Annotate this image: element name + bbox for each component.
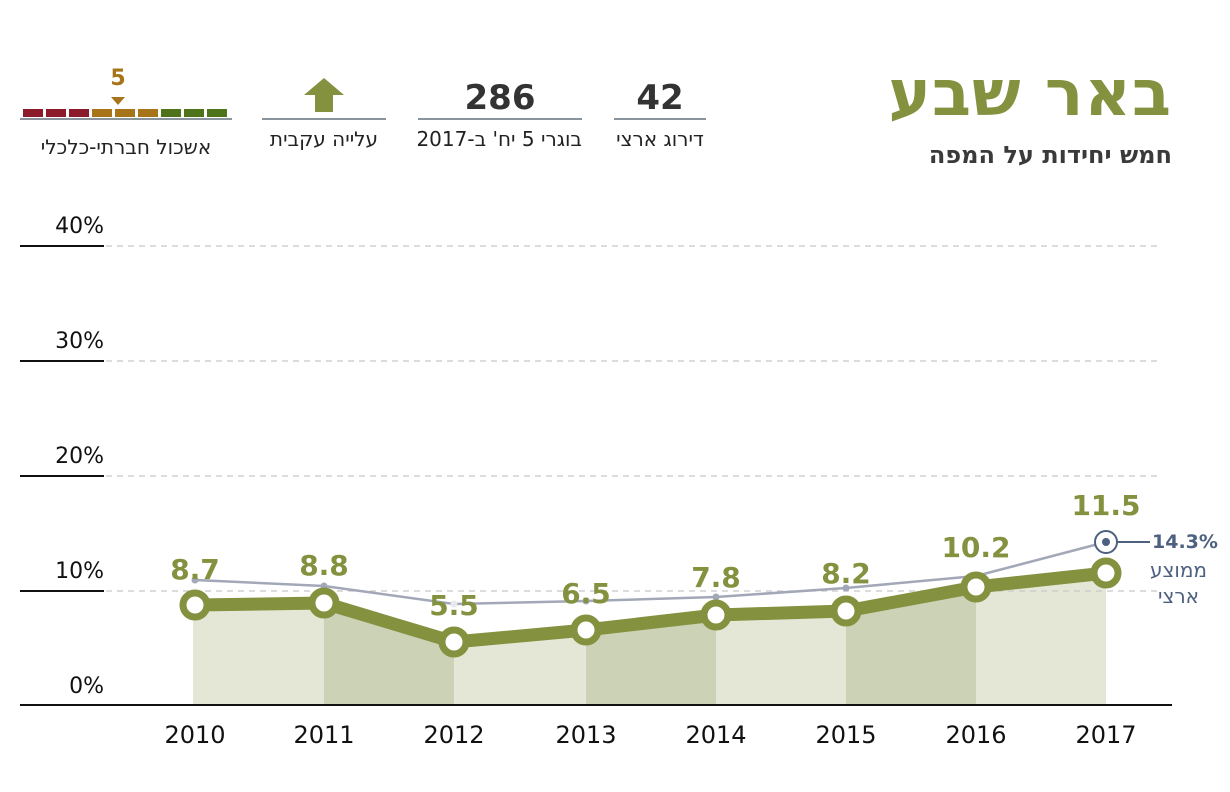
x-tick-label: 2011 [293,721,355,749]
stat-graduates: 286 בוגרי 5 יח' ב-2017 [416,78,582,152]
cluster-value: 5 [110,66,126,91]
y-tick-line [20,245,104,247]
stat-divider [262,118,386,120]
x-tick-label: 2017 [1075,721,1137,749]
national-average-label-2: ארצי [1158,584,1199,608]
page-title: באר שבע [888,57,1172,131]
data-label: 6.5 [561,577,611,610]
x-tick-label: 2015 [815,721,877,749]
stat-label: בוגרי 5 יח' ב-2017 [416,127,582,151]
data-label: 11.5 [1071,489,1141,522]
national-average-line [194,540,1107,606]
data-label: 10.2 [941,531,1011,564]
y-tick-line [20,590,104,592]
trend-icon-wrap [262,78,386,118]
cluster-scale [20,109,232,120]
stat-label: אשכול חברתי-כלכלי [40,135,212,159]
x-tick-label: 2010 [164,721,226,749]
national-average-2017-dot [1102,538,1110,546]
y-tick-line [20,475,104,477]
stat-value: 286 [464,78,536,118]
y-tick-label: 0% [69,674,104,699]
area-fill [193,573,1106,705]
main-series-markers [179,557,1122,658]
y-tick-label: 10% [55,559,104,584]
cluster-marker-icon [111,97,125,105]
stat-national-rank: 42 דירוג ארצי [614,78,706,152]
stat-trend: עלייה עקבית [262,78,386,152]
arrow-up-icon [304,78,344,112]
national-average-value: 14.3% [1152,531,1218,553]
y-tick-label: 20% [55,444,104,469]
y-tick-label: 30% [55,329,104,354]
y-tick-line [20,360,104,362]
data-label: 8.2 [821,557,871,590]
y-tick-label: 40% [55,214,104,239]
data-label: 8.8 [299,549,349,582]
x-tick-label: 2012 [423,721,485,749]
page-subtitle: חמש יחידות על המפה [928,141,1172,169]
national-average-label-1: ממוצע [1150,558,1208,582]
x-tick-label: 2014 [685,721,747,749]
stat-divider [614,118,706,120]
stat-label: עלייה עקבית [269,127,379,151]
x-tick-label: 2016 [945,721,1007,749]
stat-divider [418,118,582,120]
stat-label: דירוג ארצי [616,127,704,151]
x-tick-label: 2013 [555,721,617,749]
data-label: 8.7 [170,553,220,586]
main-series-line [194,566,1107,649]
data-label: 7.8 [691,561,741,594]
data-label: 5.5 [429,589,479,622]
stat-value: 42 [636,78,684,118]
